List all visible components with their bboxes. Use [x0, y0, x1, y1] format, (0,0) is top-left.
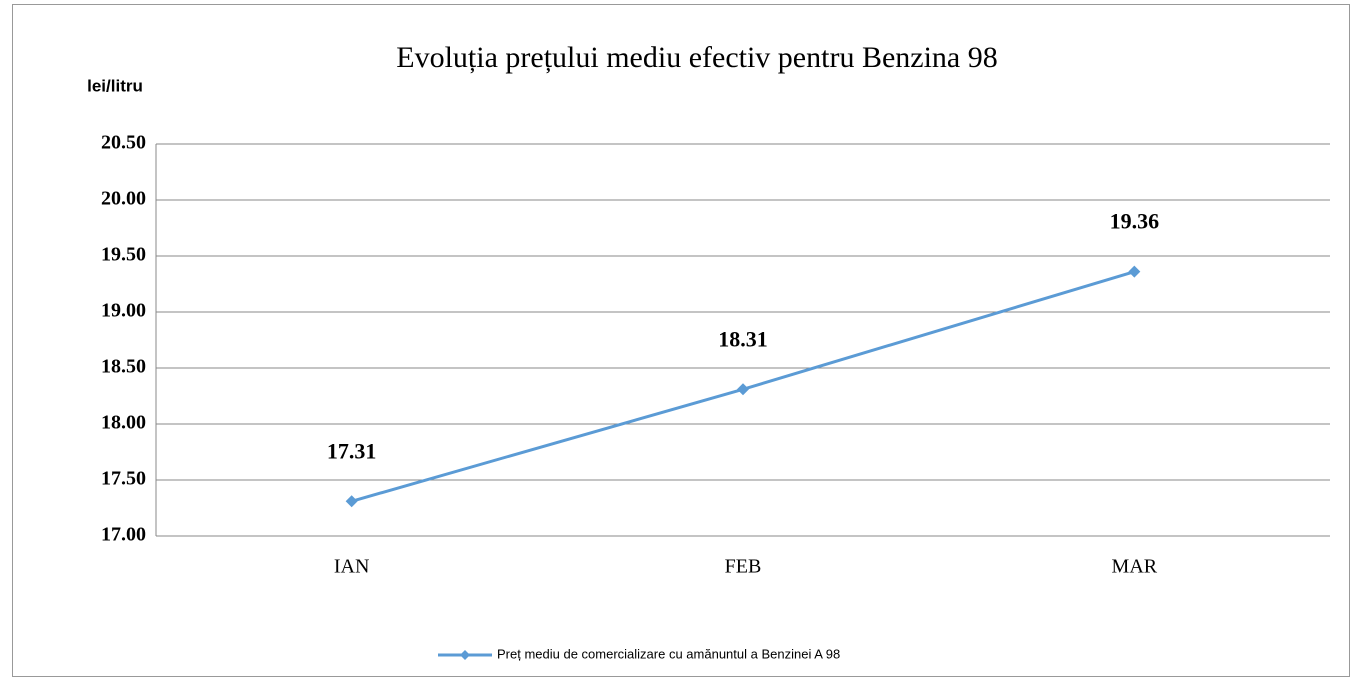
x-tick-label: IAN [334, 556, 370, 578]
marker [1128, 265, 1141, 278]
y-tick-label: 18.00 [101, 412, 146, 434]
chart-border [12, 4, 1350, 677]
y-tick-label: 19.50 [101, 244, 146, 266]
data-label: 19.36 [1110, 209, 1160, 234]
x-tick-label: MAR [1112, 556, 1158, 578]
marker [345, 495, 358, 508]
y-tick-label: 17.00 [101, 524, 146, 546]
y-tick-label: 18.50 [101, 356, 146, 378]
y-tick-label: 20.00 [101, 188, 146, 210]
data-label: 18.31 [718, 326, 768, 351]
y-tick-label: 19.00 [101, 300, 146, 322]
y-tick-label: 20.50 [101, 132, 146, 154]
x-tick-label: FEB [725, 556, 762, 578]
y-tick-label: 17.50 [101, 468, 146, 490]
chart-title: Evoluția prețului mediu efectiv pentru B… [396, 41, 997, 74]
data-label: 17.31 [327, 438, 377, 463]
marker [737, 383, 749, 396]
y-axis-title: lei/litru [87, 76, 143, 95]
legend-label: Preț mediu de comercializare cu amănuntu… [497, 646, 840, 661]
legend-marker [460, 650, 470, 660]
